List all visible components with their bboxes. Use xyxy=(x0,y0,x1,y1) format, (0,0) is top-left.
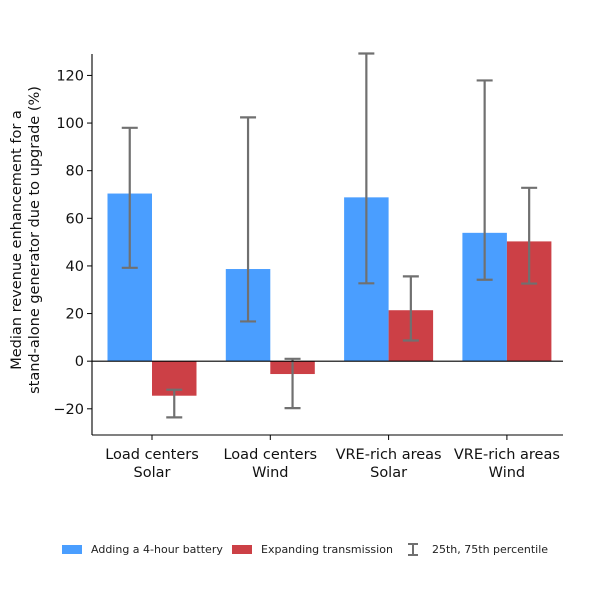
legend-item-transmission: Expanding transmission xyxy=(232,540,393,558)
x-tick-label: Wind xyxy=(489,465,525,481)
y-axis-label: Median revenue enhancement for a stand-a… xyxy=(9,86,43,394)
axes-layer xyxy=(91,54,563,436)
errorbar-transmission-3 xyxy=(521,186,538,285)
y-axis-label-line-2: stand-alone generator due to upgrade (%) xyxy=(27,86,43,394)
x-tick-label: Solar xyxy=(134,465,171,481)
y-axis-label-line-1: Median revenue enhancement for a xyxy=(9,110,25,370)
legend-swatch-transmission xyxy=(232,544,252,554)
errorbar-transmission-0 xyxy=(166,388,183,419)
y-tick-label: 80 xyxy=(66,164,84,180)
errorbar-battery-3 xyxy=(476,79,493,281)
legend-label-transmission: Expanding transmission xyxy=(261,542,393,556)
y-tick-label: 100 xyxy=(56,116,84,132)
x-tick-label: Load centers xyxy=(223,447,317,463)
x-tick-label: VRE-rich areas xyxy=(454,447,560,463)
y-ticks-layer: −20 0 20 40 60 80 100 120 xyxy=(53,68,92,418)
errorbar-icon xyxy=(407,542,419,556)
y-tick-label: −20 xyxy=(53,402,84,418)
y-tick-label: 20 xyxy=(66,307,84,323)
errorbar-battery-0 xyxy=(121,126,138,269)
x-tick-label: Solar xyxy=(370,465,407,481)
legend-swatch-battery xyxy=(62,544,82,554)
x-ticks-layer: Load centers Solar Load centers Wind VRE-ric… xyxy=(105,435,560,481)
y-tick-label: 120 xyxy=(56,68,84,84)
errorbars-layer xyxy=(121,52,538,419)
legend: Adding a 4-hour battery Expanding transm… xyxy=(0,540,600,560)
errorbar-battery-1 xyxy=(240,116,257,323)
legend-item-percentile: 25th, 75th percentile xyxy=(407,540,548,558)
legend-item-battery: Adding a 4-hour battery xyxy=(62,540,223,558)
x-tick-label: VRE-rich areas xyxy=(336,447,442,463)
y-tick-label: 60 xyxy=(66,211,84,227)
legend-label-battery: Adding a 4-hour battery xyxy=(91,542,223,556)
legend-label-percentile: 25th, 75th percentile xyxy=(432,542,549,556)
errorbar-battery-2 xyxy=(358,52,375,285)
x-tick-label: Wind xyxy=(252,465,288,481)
x-tick-label: Load centers xyxy=(105,447,199,463)
y-tick-label: 0 xyxy=(75,354,84,370)
errorbar-transmission-2 xyxy=(402,275,419,342)
errorbar-transmission-1 xyxy=(284,357,301,410)
y-tick-label: 40 xyxy=(66,259,84,275)
